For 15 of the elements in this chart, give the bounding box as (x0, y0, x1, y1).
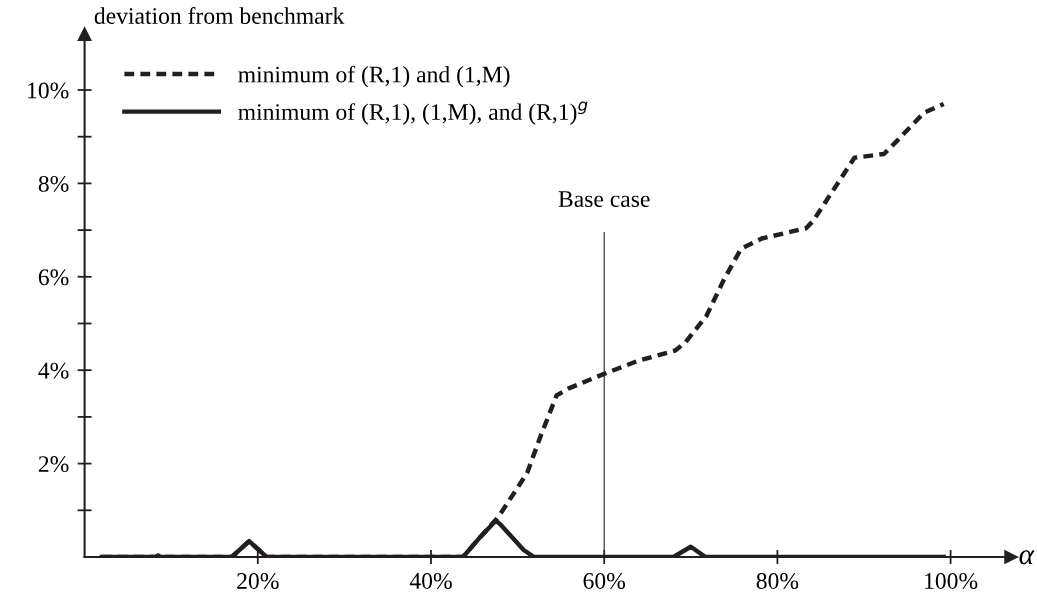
legend-label: minimum of (R,1), (1,M), and (R,1)$^{g}$ (238, 101, 588, 125)
x-tick-label: 40% (409, 572, 452, 589)
y-tick-label: 6% (38, 269, 69, 286)
ref-line-label: Base case (558, 191, 650, 207)
x-tick-label: 100% (925, 572, 978, 589)
x-tick-label: 60% (583, 572, 626, 589)
y-tick-label: 4% (38, 362, 69, 379)
legend-label: minimum of (R,1) and (1,M) (238, 65, 510, 88)
x-axis-title: α (1019, 550, 1035, 565)
y-tick-label: 2% (38, 456, 69, 473)
y-tick-label: 10% (28, 82, 69, 99)
x-tick-label: 80% (756, 572, 799, 589)
y-axis-title: deviation from benchmark (94, 7, 345, 24)
y-tick-label: 8% (38, 175, 69, 192)
x-tick-label: 20% (237, 572, 279, 589)
